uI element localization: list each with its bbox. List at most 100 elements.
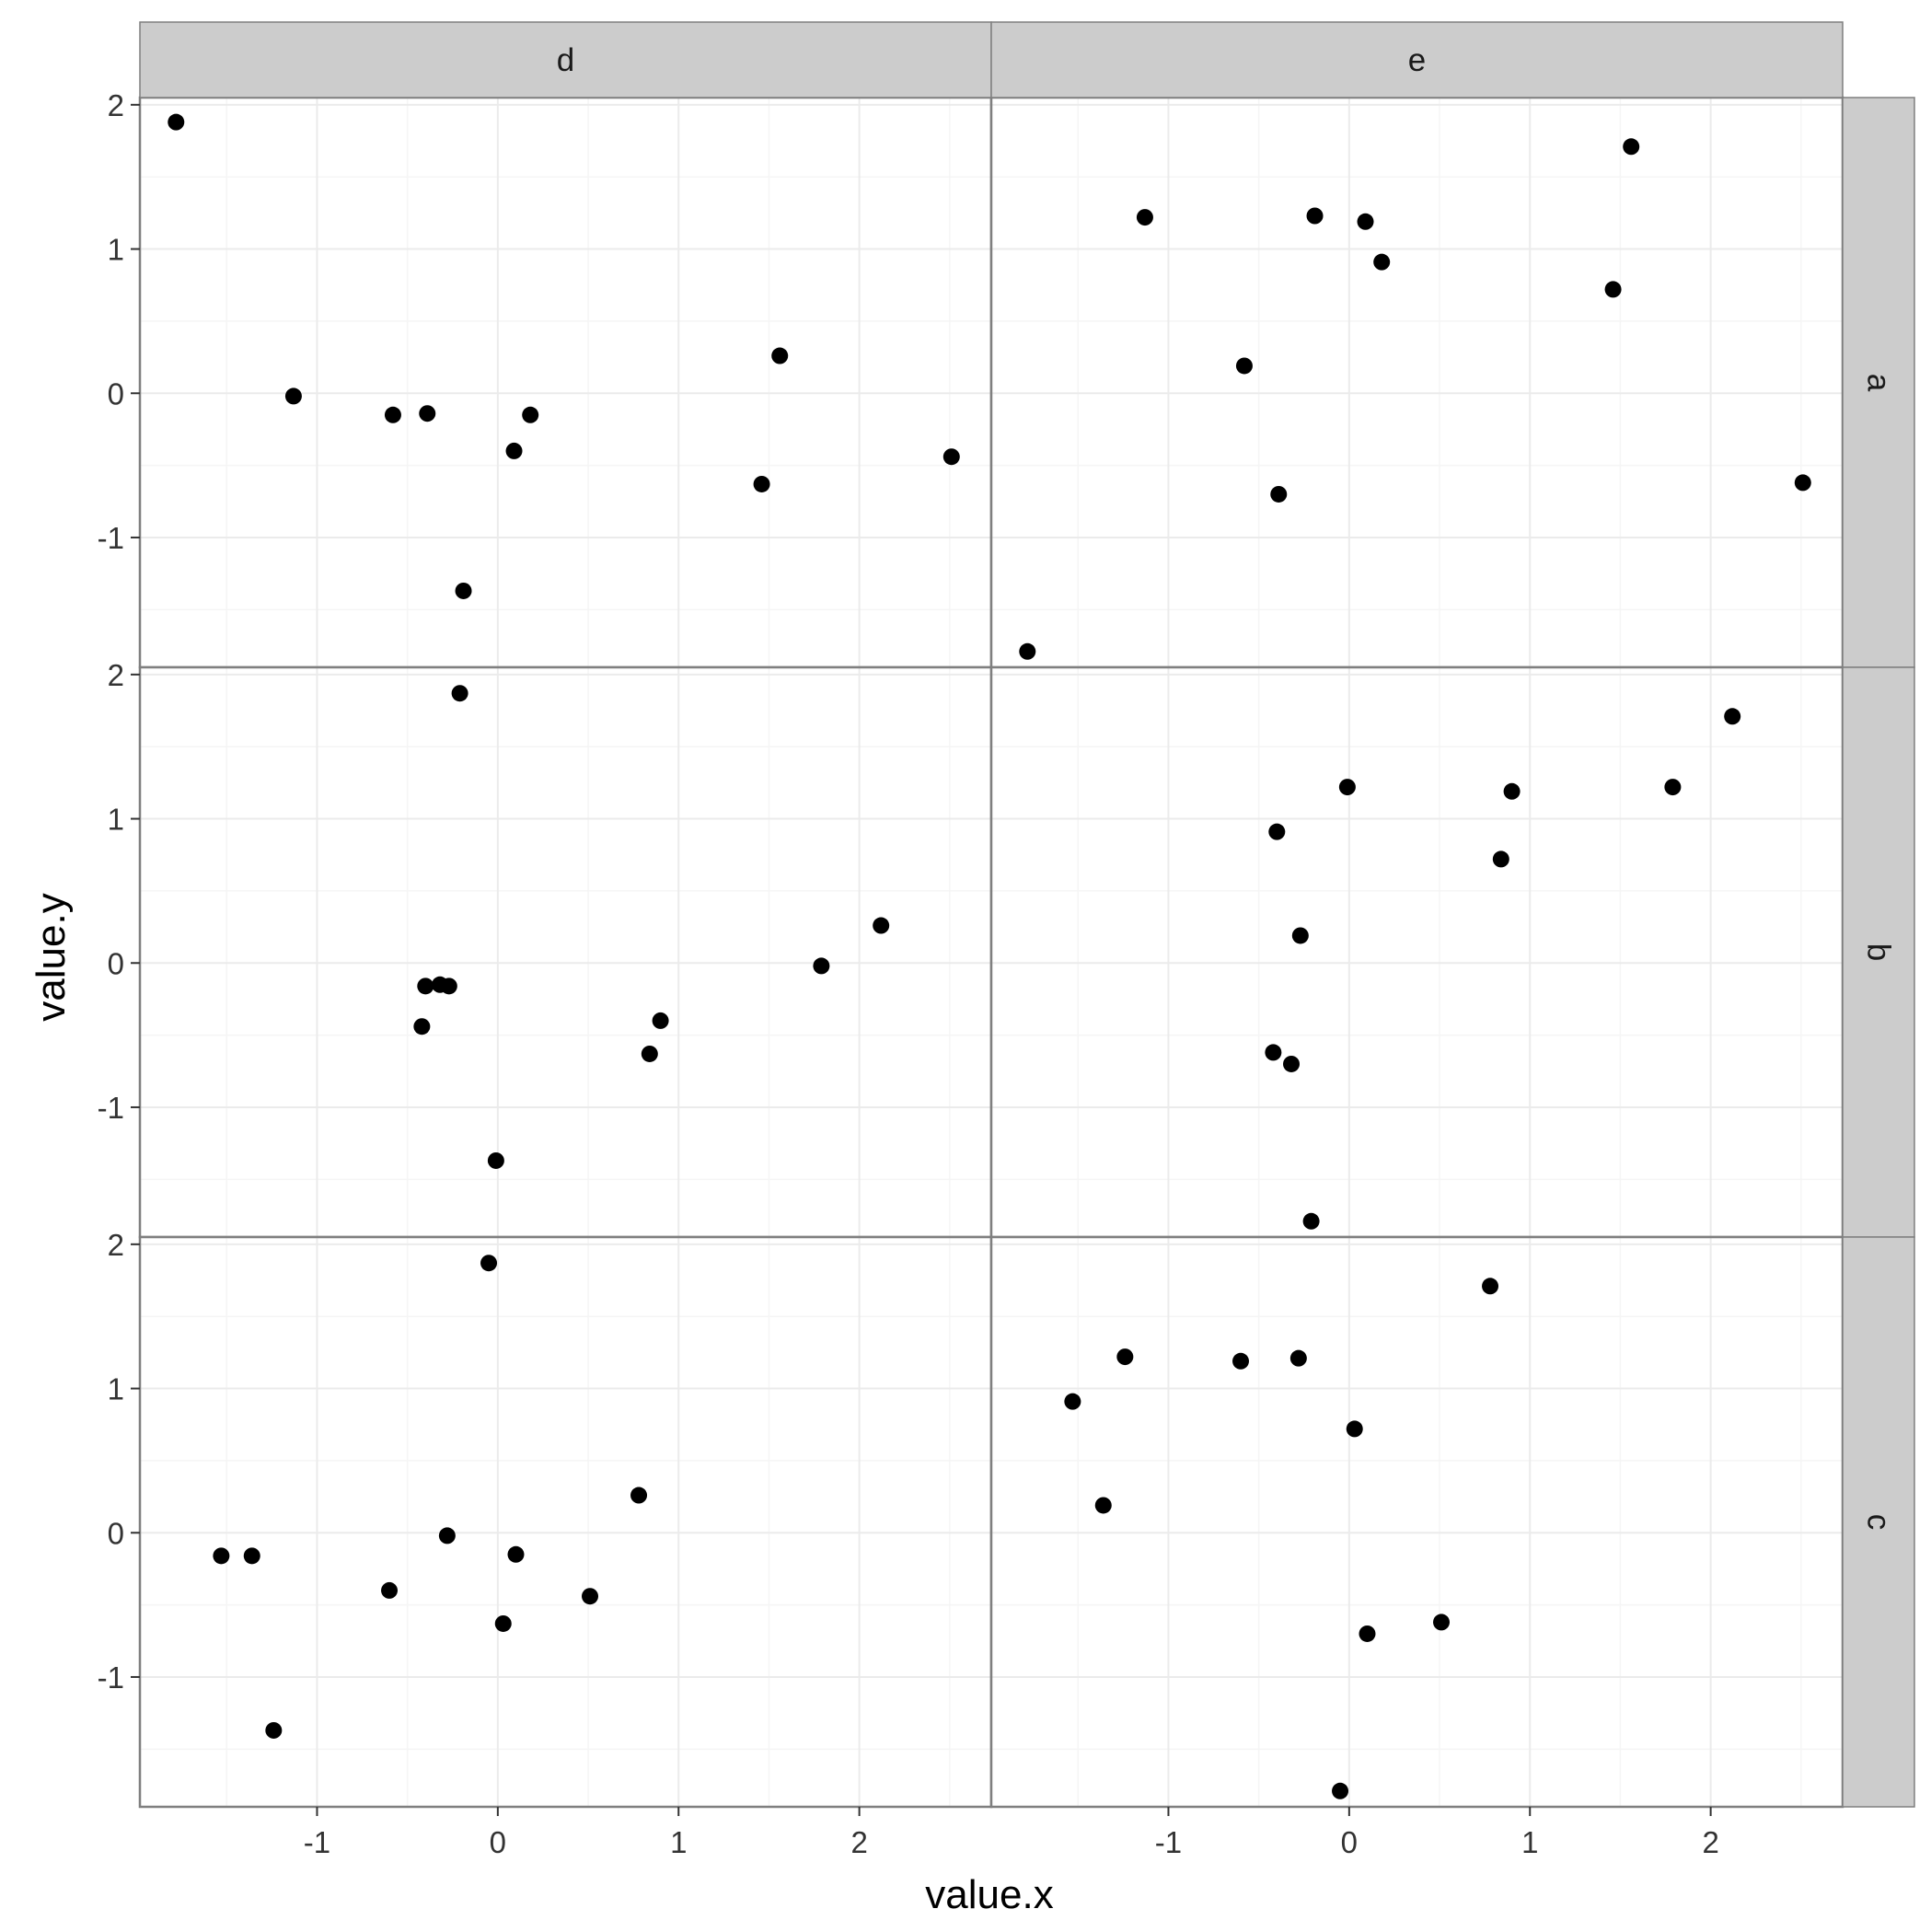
data-point xyxy=(1064,1393,1081,1410)
data-point xyxy=(1265,1044,1282,1061)
data-point xyxy=(417,978,434,995)
panel-c-e xyxy=(989,1235,1844,1809)
data-point xyxy=(582,1588,599,1605)
data-point xyxy=(942,448,960,466)
panel-background xyxy=(991,667,1843,1237)
data-point xyxy=(1433,1614,1451,1631)
data-point xyxy=(413,1018,431,1035)
panel-background xyxy=(991,1237,1843,1807)
data-point xyxy=(1283,1055,1301,1072)
x-tick-label: 0 xyxy=(490,1825,506,1859)
data-point xyxy=(630,1487,648,1504)
y-tick-label: -1 xyxy=(98,1091,124,1125)
x-tick-label: 2 xyxy=(1702,1825,1718,1859)
data-point xyxy=(771,347,789,364)
data-point xyxy=(487,1151,504,1169)
data-point xyxy=(505,442,523,459)
panel-background xyxy=(140,1237,991,1807)
data-point xyxy=(451,685,468,702)
x-tick-label: 0 xyxy=(1341,1825,1358,1859)
data-point xyxy=(1724,708,1741,725)
data-point xyxy=(494,1614,512,1632)
panel-b-d xyxy=(138,665,993,1239)
data-point xyxy=(455,582,472,599)
strip-label-b: b xyxy=(1861,943,1897,961)
y-tick-label: -1 xyxy=(98,1660,124,1695)
data-point xyxy=(1373,253,1391,271)
data-point xyxy=(1503,782,1521,800)
data-point xyxy=(384,406,401,423)
data-point xyxy=(480,1255,498,1272)
data-point xyxy=(1664,779,1682,796)
data-point xyxy=(1232,1352,1250,1370)
strip-label-e: e xyxy=(1408,42,1426,78)
data-point xyxy=(1289,1349,1307,1367)
y-tick-label: 0 xyxy=(108,376,124,411)
data-point xyxy=(1604,281,1622,298)
data-point xyxy=(419,405,436,422)
data-point xyxy=(243,1547,260,1565)
strip-b xyxy=(1842,666,1915,1238)
data-point xyxy=(522,406,539,423)
data-point xyxy=(1235,357,1253,375)
data-point xyxy=(1019,642,1036,660)
data-point xyxy=(1302,1212,1320,1230)
data-point xyxy=(1116,1348,1134,1366)
panel-b-e xyxy=(989,665,1844,1239)
data-point xyxy=(1094,1497,1112,1514)
facet-strips: d e a b c xyxy=(139,21,1915,1808)
x-tick-label: 2 xyxy=(850,1825,867,1859)
data-point xyxy=(1492,850,1509,868)
facet-panels xyxy=(138,96,1844,1809)
y-axis-title: value.y xyxy=(29,893,74,1021)
data-point xyxy=(641,1045,658,1062)
data-point xyxy=(168,113,185,131)
strip-a xyxy=(1842,97,1915,668)
x-tick-label: 1 xyxy=(1521,1825,1538,1859)
panel-a-d xyxy=(138,96,993,669)
data-point xyxy=(1291,927,1309,944)
y-axis-ticks: -1 0 1 2 -1 0 1 2 -1 0 1 2 xyxy=(98,88,140,1695)
y-tick-label: 0 xyxy=(108,1516,124,1550)
strip-label-d: d xyxy=(557,42,574,78)
strip-label-a: a xyxy=(1861,374,1897,392)
y-tick-label: 1 xyxy=(108,233,124,267)
data-point xyxy=(507,1545,525,1563)
data-point xyxy=(1346,1420,1363,1438)
data-point xyxy=(813,957,830,975)
data-point xyxy=(652,1012,669,1029)
panel-background xyxy=(991,98,1843,667)
data-point xyxy=(1332,1782,1349,1799)
y-tick-label: 2 xyxy=(108,88,124,122)
strip-c xyxy=(1842,1236,1915,1808)
y-tick-label: 1 xyxy=(108,1372,124,1406)
data-point xyxy=(432,976,449,993)
strip-e xyxy=(990,21,1844,98)
panel-background xyxy=(140,98,991,667)
data-point xyxy=(438,1527,456,1544)
data-point xyxy=(1359,1625,1376,1642)
y-tick-label: 1 xyxy=(108,803,124,837)
panel-c-d xyxy=(138,1235,993,1809)
data-point xyxy=(284,388,302,405)
data-point xyxy=(1270,485,1288,503)
y-tick-label: 2 xyxy=(108,658,124,692)
data-point xyxy=(1794,474,1811,492)
strip-label-c: c xyxy=(1861,1514,1897,1531)
x-axis-ticks: -1 0 1 2 -1 0 1 2 xyxy=(304,1807,1719,1859)
data-point xyxy=(213,1547,230,1565)
data-point xyxy=(1623,138,1640,156)
data-point xyxy=(873,917,890,934)
y-tick-label: 0 xyxy=(108,946,124,980)
data-point xyxy=(1357,213,1374,230)
data-point xyxy=(381,1581,399,1599)
data-point xyxy=(1338,779,1356,796)
strip-d xyxy=(139,21,992,98)
x-tick-label: 1 xyxy=(670,1825,687,1859)
data-point xyxy=(265,1721,283,1739)
x-axis-title: value.x xyxy=(925,1872,1053,1917)
data-point xyxy=(1306,207,1324,225)
x-tick-label: -1 xyxy=(304,1825,330,1859)
x-tick-label: -1 xyxy=(1155,1825,1182,1859)
